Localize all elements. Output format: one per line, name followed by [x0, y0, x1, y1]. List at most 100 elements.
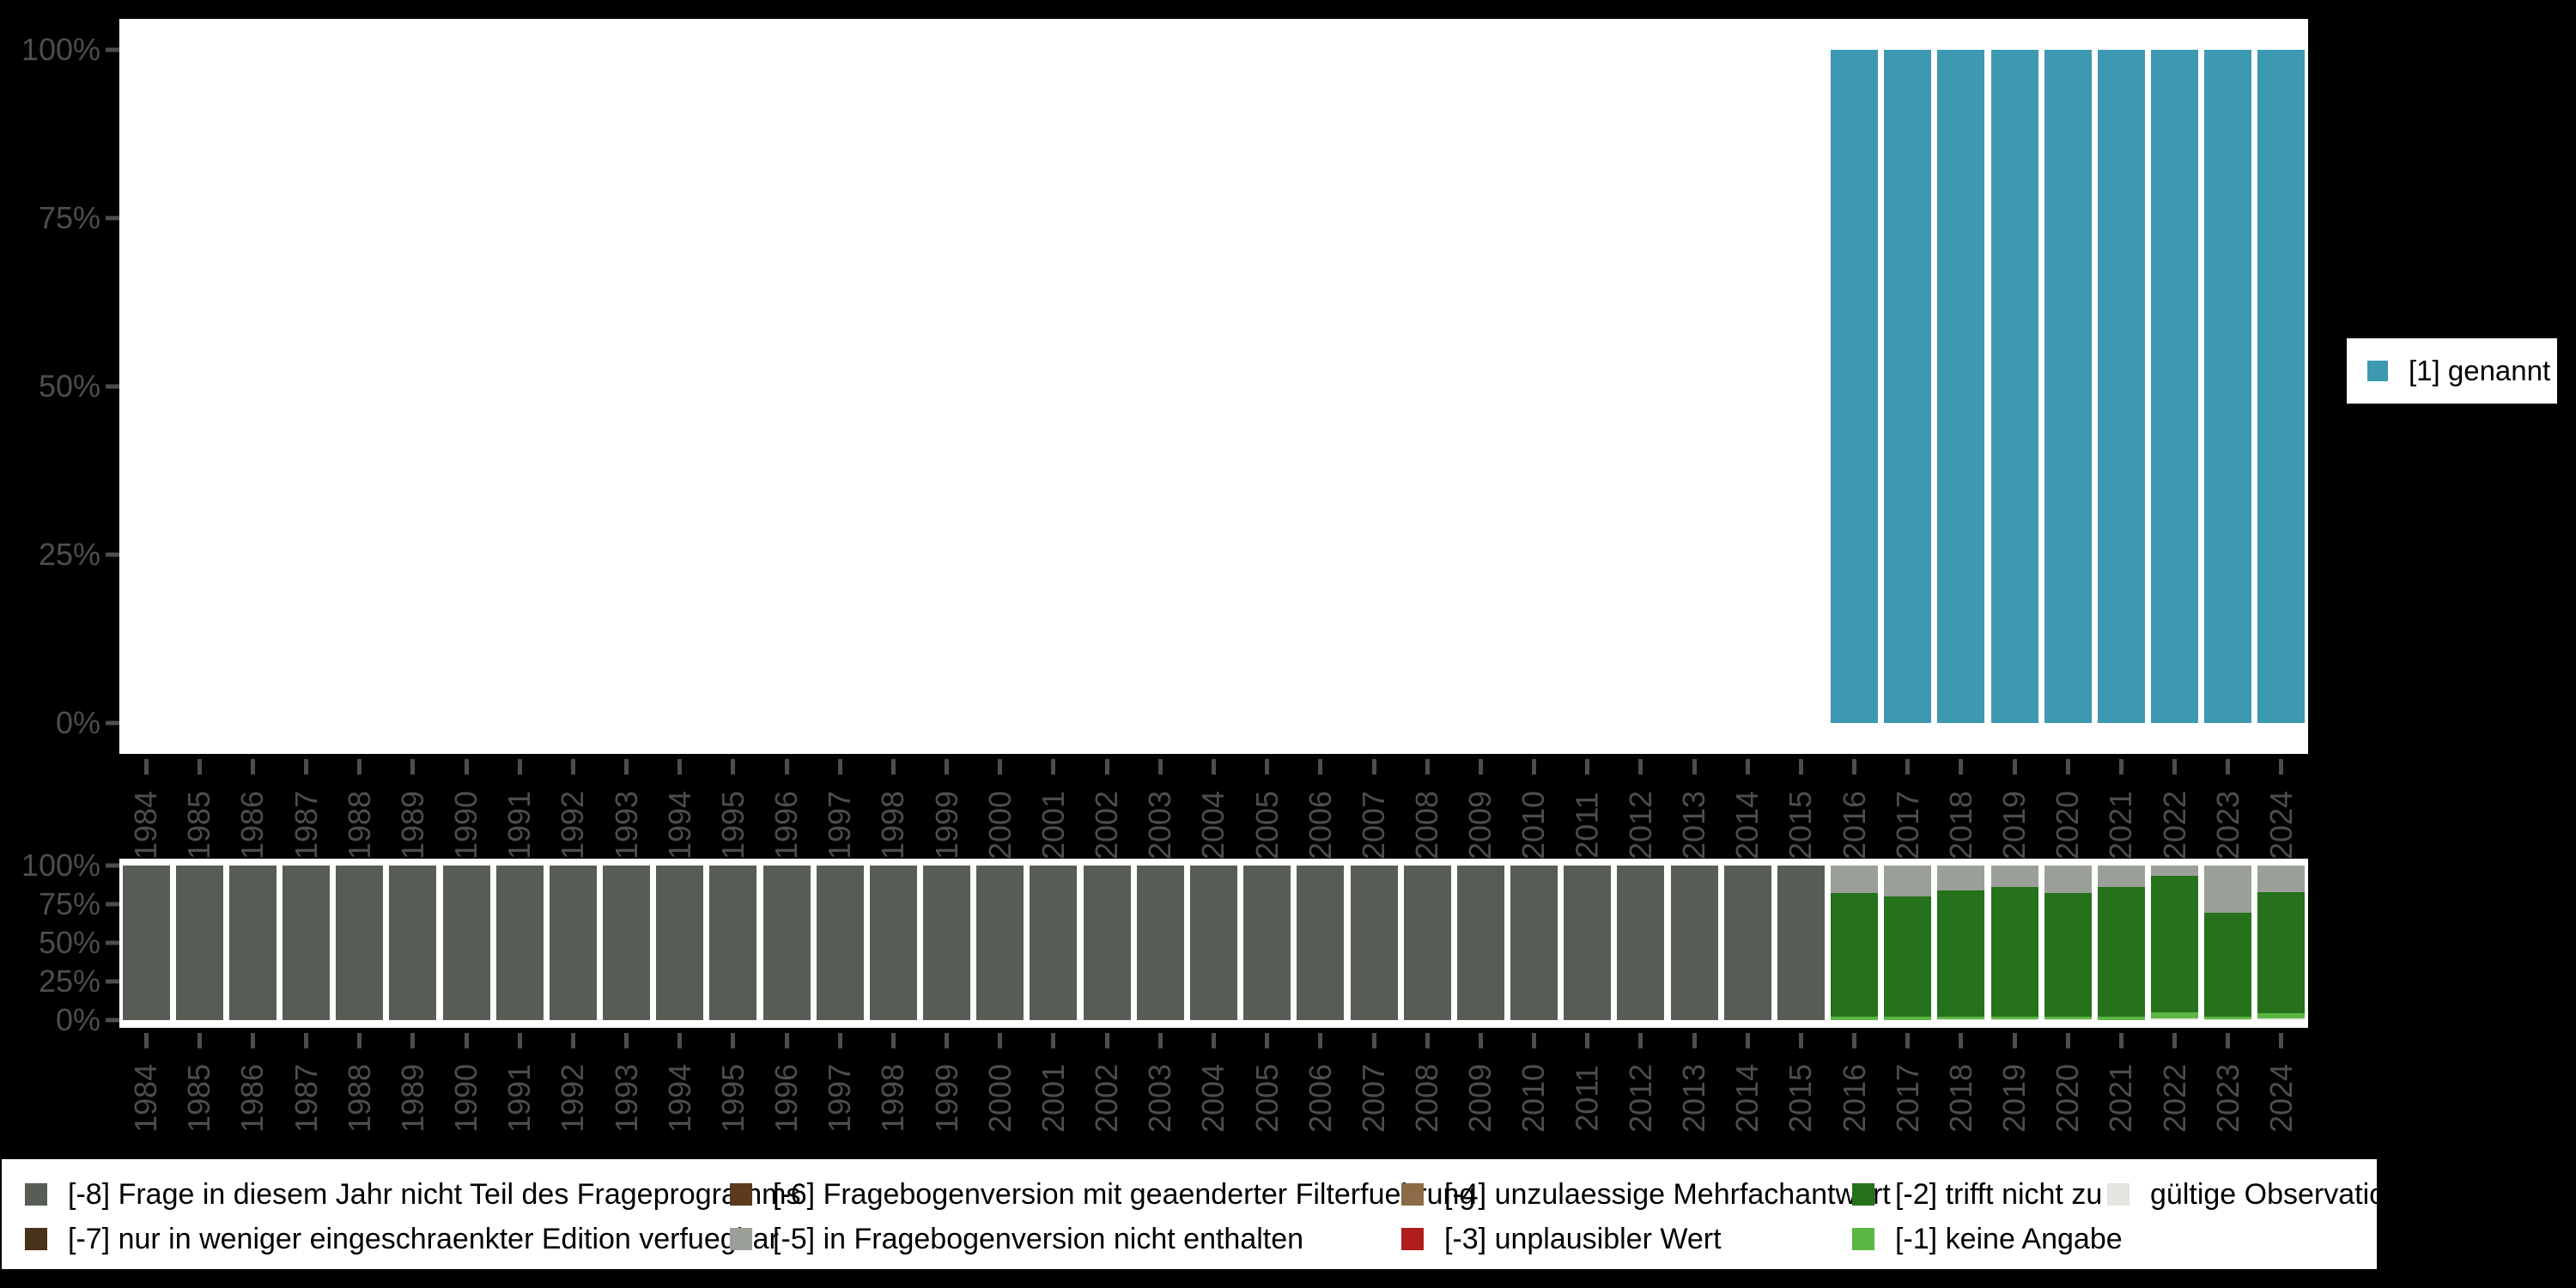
x-tick: [143, 1033, 149, 1048]
bar-segment: [2257, 1012, 2306, 1019]
x-axis-year-label: 2022: [2156, 790, 2192, 860]
plot-area-bottom: [119, 859, 2308, 1028]
x-axis-year-label: 1985: [181, 1063, 217, 1133]
y-axis-percent-label: 25%: [38, 537, 100, 572]
x-axis-year-label: 2004: [1195, 1063, 1231, 1133]
x-tick: [570, 759, 575, 775]
x-tick: [1425, 1033, 1430, 1048]
x-tick: [1051, 759, 1056, 775]
bar-segment: [2151, 866, 2199, 876]
x-axis-year-label: 1987: [288, 1063, 324, 1133]
x-tick: [1852, 1033, 1857, 1048]
bar-segment: [1990, 50, 2038, 723]
x-axis-year-label: 1996: [769, 1063, 805, 1133]
x-ticks-top: [119, 759, 2308, 775]
x-tick: [1959, 1033, 1964, 1048]
bar-segment: [2204, 1019, 2252, 1020]
x-tick: [2279, 759, 2284, 775]
x-axis-year-label: 2017: [1889, 1063, 1925, 1133]
x-tick: [2012, 759, 2017, 775]
legend-item: [-2] trifft nicht zu: [1852, 1180, 2102, 1209]
x-axis-year-label: 1994: [661, 1063, 697, 1133]
x-tick: [197, 1033, 202, 1048]
x-axis-year-label: 2021: [2103, 790, 2139, 860]
x-axis-year-label: 2011: [1569, 1065, 1605, 1132]
bar-segment: [1990, 887, 2038, 1017]
x-tick: [1905, 1033, 1911, 1048]
bar-segment: [1243, 866, 1291, 1020]
x-axis-year-label: 1988: [341, 790, 377, 860]
bar-segment: [1937, 50, 1985, 723]
bar-segment: [709, 866, 757, 1020]
y-tick: [106, 47, 119, 52]
x-axis-labels-top: 1984 1985 1986 1987 1988 1989 1990 1991 1992 1993…: [119, 780, 2308, 871]
bar-segment: [762, 866, 811, 1020]
bar-segment: [389, 866, 437, 1020]
x-ticks-bottom: [119, 1033, 2308, 1048]
legend-swatch: [2107, 1183, 2129, 1206]
x-tick: [2172, 759, 2178, 775]
x-axis-year-label: 1989: [394, 1063, 430, 1133]
x-axis-year-label: 1996: [769, 790, 805, 860]
bar-segment: [1136, 866, 1184, 1020]
x-axis-year-label: 1984: [128, 790, 164, 860]
x-tick: [2012, 1033, 2017, 1048]
x-tick: [1585, 1033, 1590, 1048]
x-axis-year-label: 2005: [1249, 1063, 1285, 1133]
x-tick: [464, 1033, 469, 1048]
x-axis-year-label: 2024: [2263, 790, 2299, 860]
x-tick: [1745, 1033, 1750, 1048]
bar-segment: [2044, 892, 2092, 1017]
x-axis-year-label: 2006: [1302, 1063, 1338, 1133]
bar-segment: [1831, 893, 1879, 1018]
bar-segment: [1564, 866, 1612, 1020]
x-tick: [1212, 1033, 1216, 1048]
bar-segment: [1456, 866, 1504, 1020]
bar-segment: [2204, 912, 2252, 1017]
x-axis-year-label: 2022: [2156, 1063, 2192, 1133]
x-axis-year-label: 2023: [2209, 790, 2245, 860]
x-axis-year-label: 2018: [1942, 790, 1978, 860]
x-tick: [1318, 759, 1323, 775]
legend-valid-answers: [1] genannt: [2347, 338, 2557, 404]
bar-segment: [2151, 50, 2199, 723]
bar-segment: [549, 866, 597, 1020]
x-tick: [1532, 759, 1537, 775]
y-tick: [106, 216, 119, 221]
x-tick: [1104, 759, 1109, 775]
bar-segment: [2151, 1012, 2199, 1019]
x-axis-year-label: 2003: [1142, 790, 1178, 860]
x-axis-year-label: 1990: [448, 1063, 484, 1133]
x-tick: [2226, 1033, 2231, 1048]
x-axis-year-label: 2010: [1516, 790, 1552, 860]
x-axis-year-label: 1998: [875, 790, 911, 860]
x-axis-year-label: 2016: [1836, 790, 1872, 860]
y-tick: [106, 979, 119, 984]
y-axis-percent-label: 75%: [38, 200, 100, 235]
x-tick: [945, 1033, 950, 1048]
bar-segment: [1030, 866, 1078, 1020]
x-axis-year-label: 2007: [1356, 1063, 1391, 1133]
x-axis-year-label: 2006: [1302, 790, 1338, 860]
y-axis-percent-label: 25%: [38, 963, 100, 999]
x-tick: [1371, 1033, 1376, 1048]
x-axis-year-label: 2012: [1622, 790, 1658, 860]
legend-item: [-7] nur in weniger eingeschraenkter Edi…: [25, 1224, 779, 1254]
x-tick: [1371, 759, 1376, 775]
bar-segment: [1937, 1019, 1985, 1020]
x-axis-year-label: 2019: [1996, 1063, 2032, 1133]
bar-segment: [1831, 1017, 1879, 1020]
bar-segment: [2204, 866, 2252, 913]
bar-segment: [1670, 866, 1718, 1020]
bar-segment: [228, 866, 276, 1020]
x-tick: [1212, 759, 1216, 775]
bar-segment: [1990, 1016, 2038, 1020]
x-tick: [624, 1033, 629, 1048]
x-axis-year-label: 2013: [1676, 790, 1712, 860]
x-axis-year-label: 1997: [822, 1063, 858, 1133]
y-axis-percent-label: 100%: [21, 848, 100, 883]
legend-item: [-3] unplausibler Wert: [1401, 1224, 1722, 1254]
y-tick: [106, 552, 119, 557]
legend-swatch: [1401, 1183, 1424, 1206]
plot-inner-top: [119, 50, 2308, 723]
